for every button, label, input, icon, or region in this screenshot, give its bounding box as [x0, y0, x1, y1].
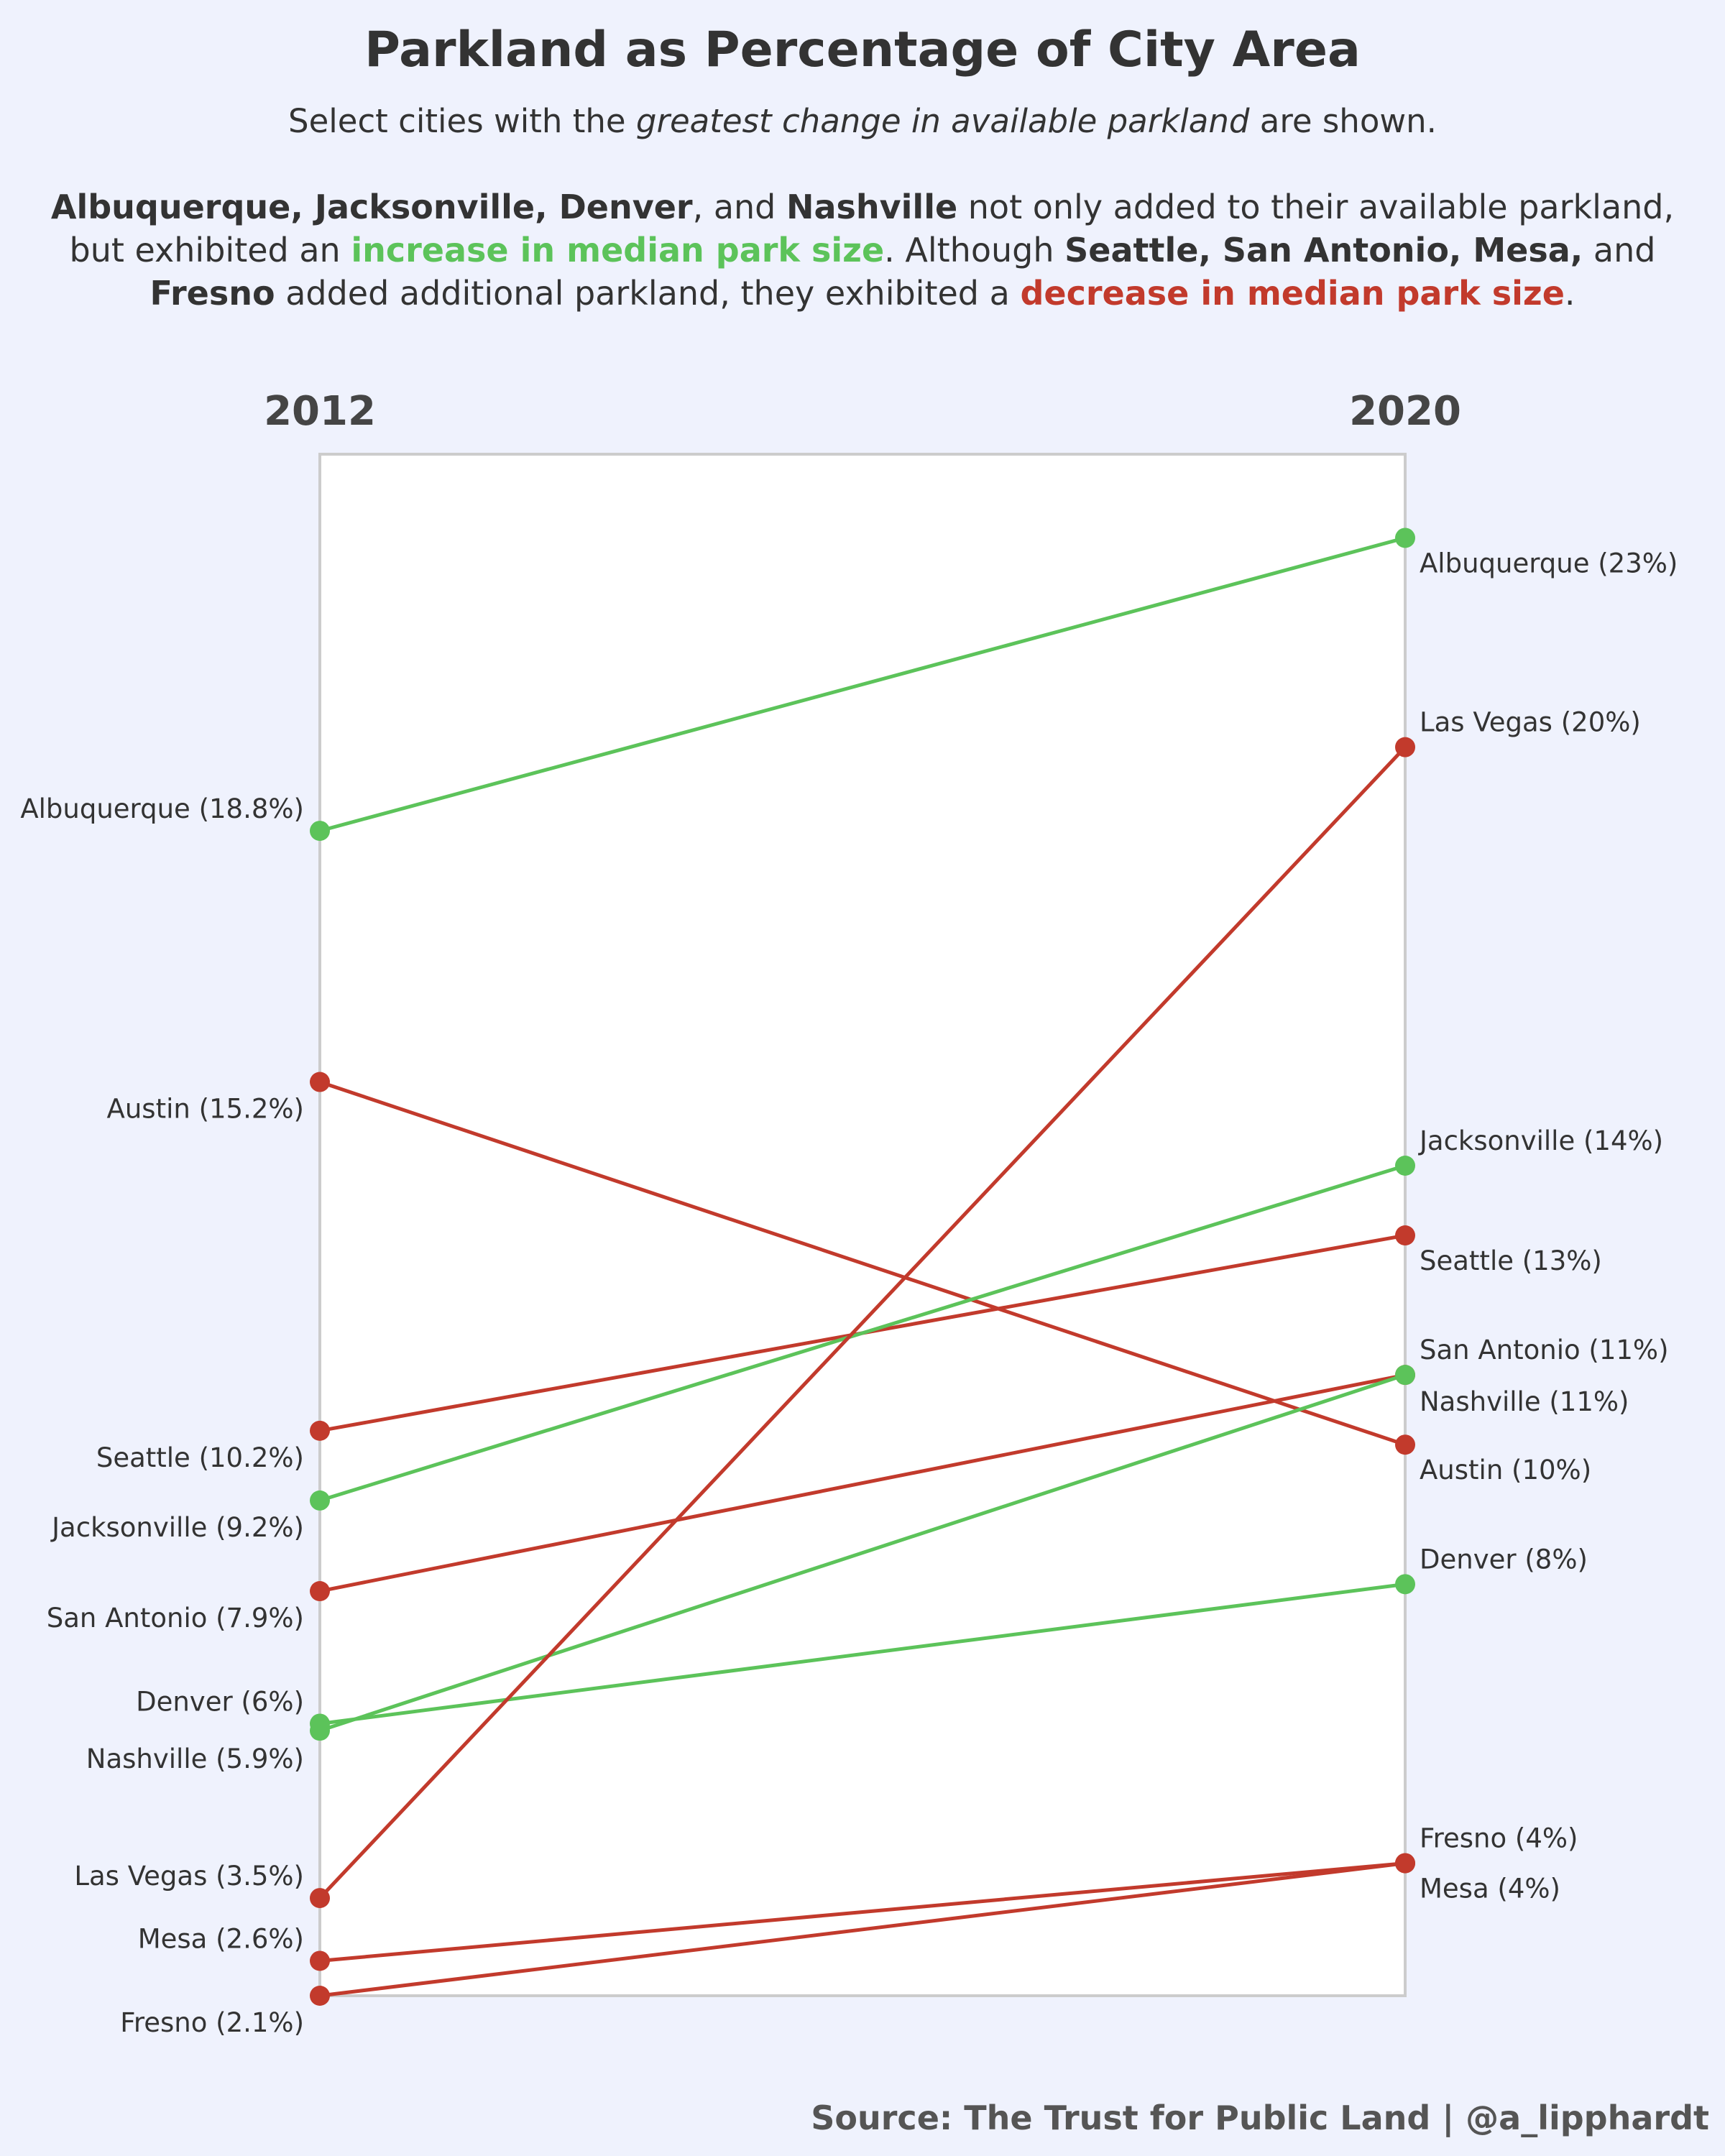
decrease-label: decrease in median park size — [1020, 274, 1565, 313]
label-denver-2020: Denver (8%) — [1420, 1544, 1588, 1575]
subtitle-suffix: are shown. — [1249, 102, 1437, 140]
series-line-nashville — [319, 1373, 1406, 1733]
series-line-las-vegas — [318, 745, 1407, 1899]
point-fresno-2012 — [310, 1986, 330, 2006]
description-text-4: . — [1564, 274, 1576, 313]
subtitle-prefix: Select cities with the — [288, 102, 636, 140]
point-seattle-2012 — [310, 1420, 330, 1441]
series-points — [310, 528, 1415, 2006]
point-albuquerque-2020 — [1395, 528, 1415, 548]
label-austin-2020: Austin (10%) — [1420, 1455, 1591, 1485]
chart-subtitle: Select cities with the greatest change i… — [0, 102, 1725, 140]
label-albuquerque-2020: Albuquerque (23%) — [1420, 548, 1678, 579]
point-austin-2020 — [1395, 1434, 1415, 1455]
year-label-2020: 2020 — [1349, 388, 1461, 435]
label-nashville-2020: Nashville (11%) — [1420, 1386, 1629, 1417]
description-text-3: added additional parkland, they exhibite… — [275, 274, 1021, 313]
point-jacksonville-2020 — [1395, 1156, 1415, 1176]
series-line-jacksonville — [319, 1164, 1406, 1503]
series-line-denver — [319, 1582, 1406, 1726]
subtitle-emphasis: greatest change in available parkland — [635, 102, 1250, 140]
point-denver-2020 — [1395, 1574, 1415, 1595]
point-las-vegas-2020 — [1395, 737, 1415, 757]
series-line-austin — [319, 1080, 1406, 1447]
label-mesa-2020: Mesa (4%) — [1420, 1874, 1560, 1904]
chart-title: Parkland as Percentage of City Area — [364, 22, 1361, 78]
plot-area — [318, 453, 1407, 1997]
label-denver-2012: Denver (6%) — [136, 1686, 304, 1717]
point-fresno-2020 — [1395, 1853, 1415, 1874]
series-line-fresno — [319, 1861, 1406, 1998]
description-and-2: and — [1583, 231, 1656, 270]
increase-cities: Albuquerque, Jacksonville, Denver — [50, 188, 693, 226]
label-albuquerque-2012: Albuquerque (18.8%) — [20, 793, 304, 824]
label-jacksonville-2020: Jacksonville (14%) — [1418, 1125, 1663, 1156]
label-fresno-2012: Fresno (2.1%) — [120, 2007, 304, 2038]
point-jacksonville-2012 — [310, 1490, 330, 1511]
point-albuquerque-2012 — [310, 821, 330, 842]
label-nashville-2012: Nashville (5.9%) — [86, 1743, 304, 1774]
fresno-bold: Fresno — [150, 274, 275, 313]
increase-label: increase in median park size — [351, 231, 885, 270]
label-las-vegas-2020: Las Vegas (20%) — [1420, 707, 1641, 738]
description-and-1: , and — [692, 188, 786, 226]
point-austin-2012 — [310, 1072, 330, 1092]
series-line-albuquerque — [319, 536, 1406, 833]
point-seattle-2020 — [1395, 1225, 1415, 1246]
nashville-bold: Nashville — [786, 188, 958, 226]
label-san-antonio-2020: San Antonio (11%) — [1420, 1335, 1669, 1365]
point-las-vegas-2012 — [310, 1888, 330, 1909]
label-jacksonville-2012: Jacksonville (9.2%) — [50, 1512, 304, 1543]
series-line-mesa — [319, 1861, 1406, 1963]
description-text-1: not only added to their available parkla… — [69, 188, 1675, 270]
point-san-antonio-2012 — [310, 1581, 330, 1602]
label-san-antonio-2012: San Antonio (7.9%) — [47, 1603, 304, 1634]
label-seattle-2020: Seattle (13%) — [1420, 1245, 1602, 1276]
source-note: Source: The Trust for Public Land | @a_l… — [811, 2099, 1709, 2137]
label-fresno-2020: Fresno (4%) — [1420, 1823, 1578, 1854]
point-mesa-2012 — [310, 1950, 330, 1971]
series-line-san-antonio — [319, 1373, 1406, 1593]
description-text-2: . Although — [884, 231, 1065, 270]
chart-description: Albuquerque, Jacksonville, Denver, and N… — [29, 185, 1696, 315]
point-nashville-2012 — [310, 1720, 330, 1741]
year-label-2012: 2012 — [264, 388, 376, 435]
series-lines — [318, 536, 1407, 1998]
decrease-cities: Seattle, San Antonio, Mesa, — [1064, 231, 1583, 270]
label-mesa-2012: Mesa (2.6%) — [138, 1923, 304, 1954]
point-nashville-2020 — [1395, 1365, 1415, 1386]
label-las-vegas-2012: Las Vegas (3.5%) — [74, 1861, 304, 1892]
label-austin-2012: Austin (15.2%) — [107, 1094, 304, 1125]
series-labels: Albuquerque (18.8%) Albuquerque (23%) Aust… — [20, 548, 1678, 2038]
label-seattle-2012: Seattle (10.2%) — [96, 1442, 304, 1473]
